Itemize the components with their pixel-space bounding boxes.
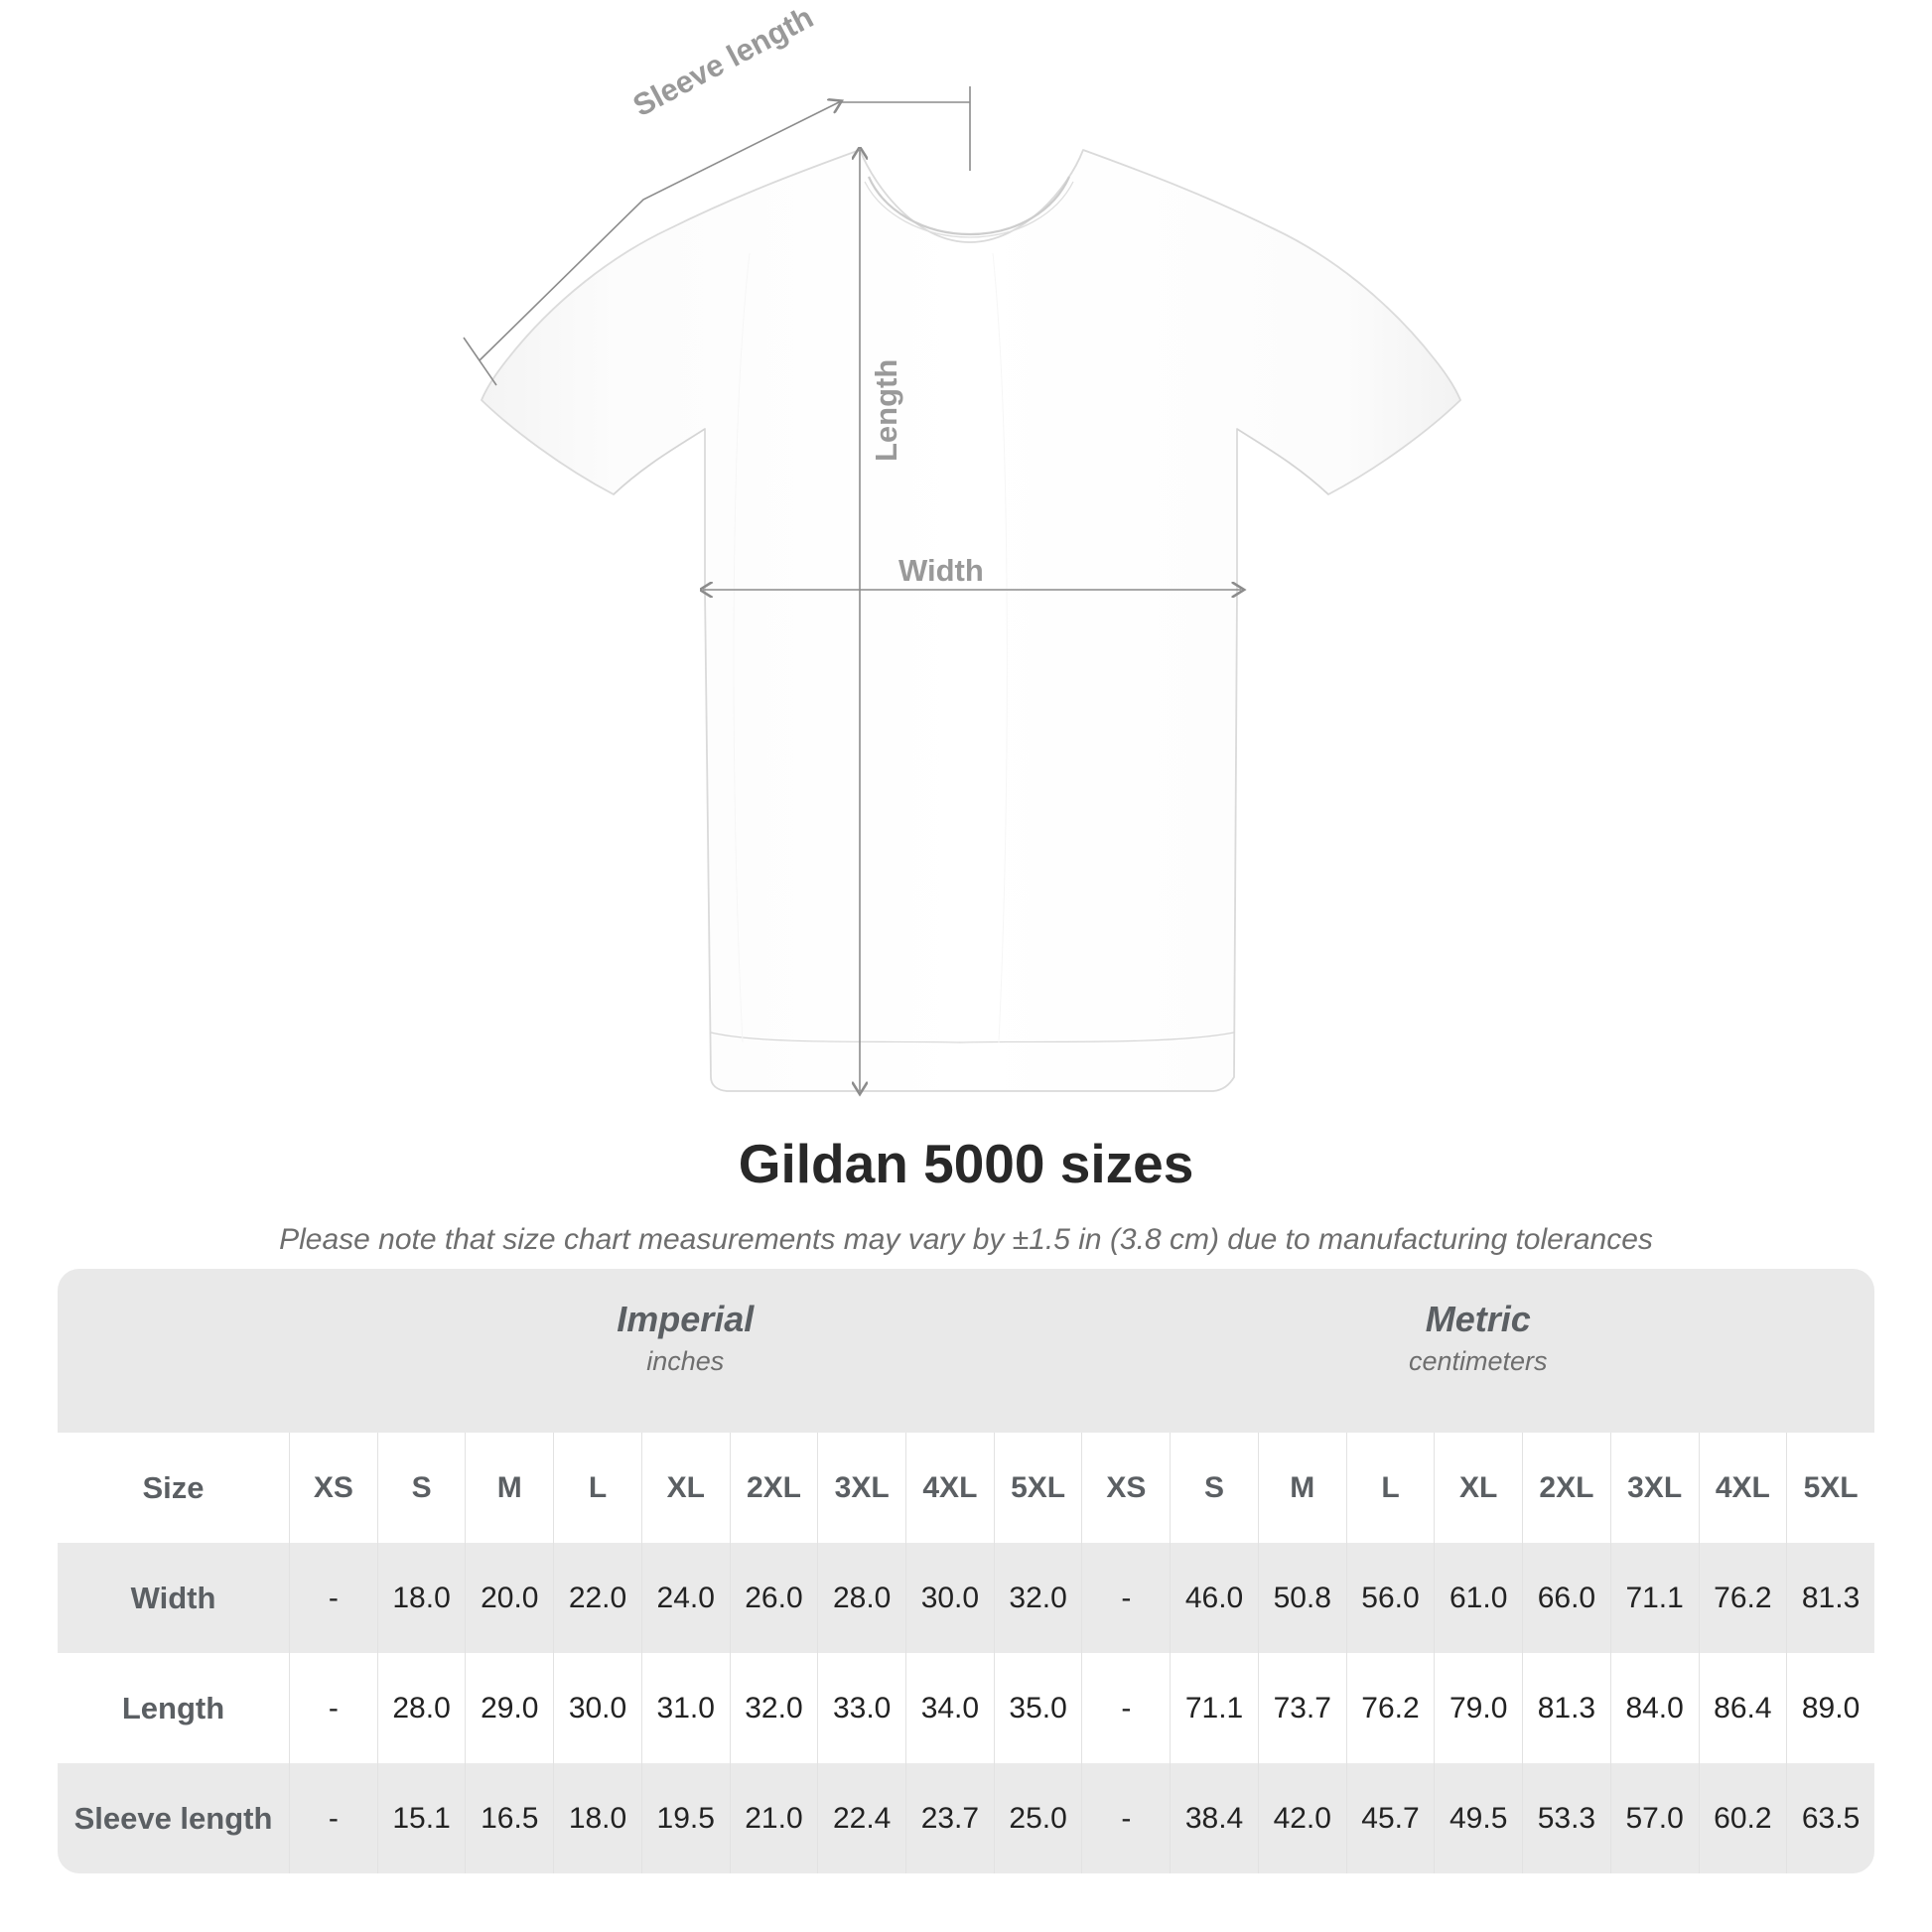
svg-text:Sleeve length: Sleeve length [627, 0, 819, 123]
svg-text:Length: Length [869, 359, 903, 462]
svg-text:Width: Width [898, 553, 984, 588]
